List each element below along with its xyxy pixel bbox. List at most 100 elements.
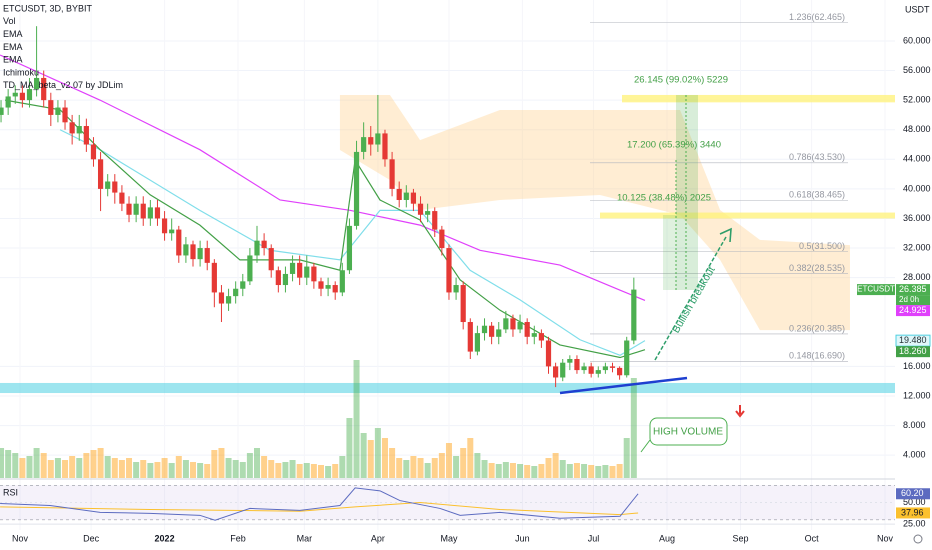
volume-bar [275,463,282,478]
arrow-head [719,227,732,243]
candle-body [97,159,104,189]
candle-body [517,322,523,330]
measure-label: 10.125 (38.48%) 2025 [617,193,711,204]
volume-bar [339,456,346,478]
indicator-layer [0,54,646,521]
volume-bar [69,456,76,478]
settings-icon[interactable] [913,534,923,544]
price-tag-sub: 2d 0h [899,295,919,304]
volume-bar [268,460,275,478]
candle-body [496,329,502,337]
volume-bar [588,465,595,478]
volume-bar [282,462,289,478]
candle-body [432,211,438,230]
x-tick-label: Nov [12,533,29,543]
volume-bar [54,458,61,478]
volume-bar [161,458,168,478]
candle-body [375,133,381,145]
time-axis-bg [0,530,932,550]
candle-body [282,273,289,286]
volume-bar [566,464,573,478]
y-tick-label: 44.000 [903,154,931,164]
fib-label: 0.148(16.690) [789,351,845,361]
volume-bar [182,460,189,478]
symbol-label: ETCUSDT [857,285,895,294]
candle-body [588,366,594,374]
x-tick-label: Oct [805,533,820,543]
volume-bar [303,463,310,478]
volume-bar [317,465,324,478]
candle-body [481,325,488,334]
trendline [559,376,688,395]
price-tag-label: 18.260 [899,346,927,356]
volume-bar [410,456,417,478]
y-tick-label: 40.000 [903,183,931,193]
candle-body [332,285,338,293]
measure-box [663,215,676,290]
volume-note-pointer [640,439,651,453]
y-tick-label: 56.000 [903,65,931,75]
zone [622,94,895,103]
candle-body [197,248,203,260]
volume-bar [524,465,531,478]
legend-entry: EMA [3,29,23,39]
volume-bar [62,460,69,478]
candle-body [62,107,68,123]
candle-body [489,325,495,337]
x-tick-label: 2022 [155,533,175,543]
volume-bar [197,463,204,478]
candle-body [26,89,33,101]
candle-body [211,262,217,293]
candle-body [595,370,601,374]
y-tick-label: 32.000 [903,242,931,252]
candle-body [183,244,189,256]
fib-label: 0.618(38.465) [789,190,845,200]
candle-body [33,77,40,90]
volume-bar [118,460,125,478]
candle-body [325,285,331,289]
volume-bar [0,448,5,478]
volume-bar [595,466,602,478]
volume-bar [630,378,637,478]
x-tick-label: May [440,533,458,543]
candle-body [133,203,139,215]
x-tick-label: Apr [371,533,385,543]
y-tick-label: 60.000 [903,35,931,45]
volume-bar [545,458,552,478]
y-tick-label: 52.000 [903,95,931,105]
volume-bar [232,460,239,478]
volume-bar [474,453,481,478]
x-tick-label: Mar [297,533,313,543]
down-arrow [735,405,745,418]
fib-label: 1.236(62.465) [789,12,845,22]
candle-body [538,333,544,341]
y-tick-label: 16.000 [903,361,931,371]
ema-line [0,54,646,301]
volume-bar [90,450,97,478]
candle-body [574,358,580,371]
rsi-tick-label: 25.00 [903,519,926,529]
candle-body [510,318,516,330]
candle-body [524,322,530,337]
volume-bar [12,453,19,478]
axis-unit: USDT [905,4,930,14]
volume-bar [310,464,317,478]
ema-line [4,99,646,359]
candle-body [289,262,296,274]
candle-body [247,255,253,282]
volume-bar [111,458,118,478]
price-axis-bg [895,0,932,550]
measure-box [676,95,698,290]
volume-bar [147,463,154,478]
volume-bar [76,458,83,478]
price-tag [896,284,930,296]
volume-bar [261,456,268,478]
price-tag-label: 26.385 [899,284,927,294]
volume-bar [495,464,502,478]
price-tag-sub-bg [896,295,930,306]
volume-bar [19,458,26,478]
volume-bar [83,453,90,478]
candle-body [553,366,559,378]
x-tick-label: Feb [230,533,246,543]
candle-body [453,285,459,293]
